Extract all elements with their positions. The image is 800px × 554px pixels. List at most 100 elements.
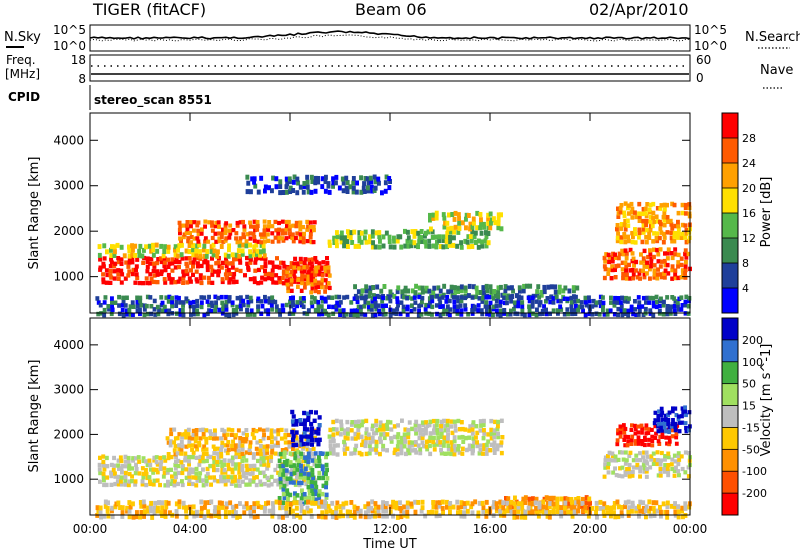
- data-cell: [188, 300, 193, 305]
- data-cell: [627, 466, 631, 472]
- data-cell: [673, 509, 678, 515]
- data-cell: [242, 504, 246, 510]
- data-cell: [615, 442, 620, 447]
- data-cell: [623, 219, 628, 224]
- data-cell: [482, 443, 487, 448]
- data-cell: [266, 459, 271, 464]
- data-cell: [298, 227, 303, 232]
- data-cell: [113, 474, 118, 479]
- data-cell: [230, 470, 235, 475]
- data-cell: [625, 443, 630, 448]
- data-cell: [192, 236, 197, 241]
- data-cell: [601, 307, 605, 313]
- data-cell: [301, 464, 306, 469]
- data-cell: [683, 223, 688, 228]
- data-cell: [105, 464, 110, 469]
- data-cell: [317, 280, 321, 286]
- data-cell: [237, 257, 242, 262]
- data-cell: [652, 247, 656, 252]
- data-cell: [417, 308, 421, 313]
- data-cell: [631, 311, 636, 317]
- data-cell: [459, 504, 464, 509]
- data-cell: [630, 423, 634, 428]
- data-cell: [191, 247, 195, 253]
- data-cell: [327, 242, 332, 248]
- data-cell: [521, 288, 526, 294]
- data-cell: [305, 219, 310, 224]
- data-cell: [341, 513, 346, 519]
- data-cell: [391, 513, 395, 519]
- data-cell: [280, 231, 285, 236]
- data-cell: [616, 457, 621, 462]
- data-cell: [472, 220, 476, 226]
- data-cell: [342, 430, 347, 436]
- data-cell: [644, 450, 649, 455]
- data-cell: [677, 414, 681, 419]
- data-cell: [259, 280, 264, 285]
- data-cell: [263, 308, 268, 313]
- data-cell: [485, 508, 489, 514]
- data-cell: [680, 231, 685, 237]
- data-cell: [445, 423, 450, 428]
- data-cell: [652, 268, 657, 273]
- data-cell: [355, 312, 360, 318]
- data-cell: [565, 496, 570, 502]
- data-cell: [172, 440, 177, 445]
- data-cell: [219, 459, 224, 464]
- data-cell: [644, 423, 649, 428]
- data-cell: [498, 312, 503, 318]
- data-cell: [561, 288, 566, 294]
- data-cell: [641, 230, 646, 235]
- data-cell: [530, 304, 535, 309]
- data-cell: [146, 508, 150, 514]
- data-cell: [612, 303, 617, 308]
- data-cell: [230, 252, 235, 258]
- data-cell: [150, 515, 155, 520]
- data-cell: [144, 303, 149, 309]
- data-cell: [649, 505, 653, 511]
- data-cell: [426, 510, 431, 515]
- data-cell: [407, 450, 412, 456]
- data-cell: [368, 175, 373, 181]
- data-cell: [227, 247, 231, 253]
- data-cell: [670, 422, 675, 427]
- data-cell: [424, 288, 429, 294]
- data-cell: [452, 439, 457, 444]
- data-cell: [388, 298, 393, 304]
- data-cell: [240, 467, 245, 473]
- data-cell: [344, 500, 349, 506]
- data-cell: [330, 510, 335, 515]
- data-cell: [475, 225, 479, 231]
- data-cell: [243, 273, 247, 278]
- data-cell: [414, 419, 419, 425]
- data-cell: [262, 433, 266, 438]
- data-cell: [506, 285, 511, 291]
- data-cell: [303, 475, 307, 480]
- data-cell: [170, 299, 174, 305]
- data-cell: [290, 429, 295, 435]
- data-cell: [281, 487, 286, 492]
- data-cell: [435, 239, 439, 245]
- data-cell: [316, 300, 321, 305]
- data-cell: [641, 500, 646, 506]
- data-cell: [352, 308, 357, 313]
- data-cell: [637, 230, 642, 236]
- data-cell: [456, 505, 461, 511]
- data-cell: [137, 471, 142, 476]
- data-cell: [684, 227, 689, 233]
- data-cell: [259, 311, 264, 316]
- data-cell: [282, 468, 287, 473]
- data-cell: [476, 303, 481, 308]
- data-cell: [437, 296, 442, 302]
- data-cell: [224, 299, 229, 305]
- data-cell: [487, 294, 492, 300]
- data-cell: [185, 223, 189, 228]
- data-cell: [381, 423, 386, 428]
- data-cell: [123, 464, 128, 469]
- data-cell: [271, 505, 276, 511]
- data-cell: [680, 222, 685, 228]
- data-cell: [417, 294, 422, 300]
- data-cell: [170, 277, 175, 282]
- data-cell: [142, 503, 147, 509]
- data-cell: [299, 421, 304, 426]
